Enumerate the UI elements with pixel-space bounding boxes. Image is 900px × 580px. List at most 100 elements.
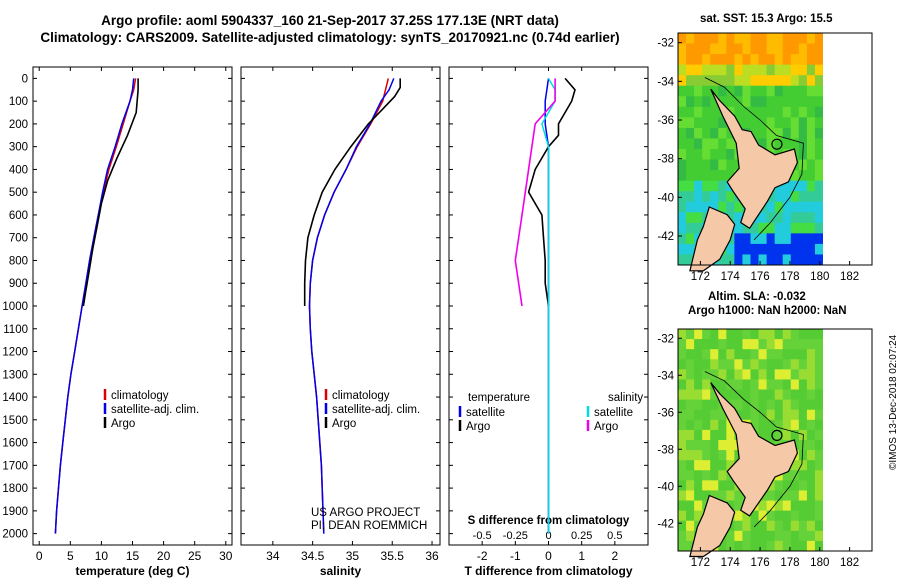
sst-map-cell bbox=[686, 96, 695, 108]
sla-map-cell bbox=[694, 490, 703, 502]
sla-map-cell bbox=[742, 379, 751, 391]
sla-map-cell bbox=[734, 490, 743, 502]
sla-argo-depth-text: Argo h1000: NaN h2000: NaN bbox=[688, 305, 847, 317]
sla-map-cell bbox=[702, 359, 711, 370]
sla-map-cell bbox=[726, 389, 735, 401]
sst-map-cell bbox=[678, 85, 687, 97]
sla-map-cell bbox=[814, 419, 824, 431]
sla-map-cell bbox=[686, 450, 695, 461]
sst-map-cell bbox=[798, 127, 808, 139]
sst-map-cell bbox=[782, 106, 792, 118]
sla-map-cell bbox=[766, 540, 776, 552]
sst-map-cell bbox=[734, 64, 743, 76]
sst-map-cell bbox=[694, 75, 703, 87]
sla-map-cell bbox=[694, 329, 703, 340]
sst-map-cell bbox=[758, 222, 768, 234]
sst-map-cell bbox=[814, 191, 824, 203]
sla-map-cell bbox=[678, 359, 687, 370]
sst-map-cell bbox=[694, 191, 703, 203]
sla-map-cell bbox=[686, 540, 695, 552]
sla-map-cell bbox=[758, 379, 768, 391]
sst-map-cell bbox=[790, 33, 800, 45]
sla-map-cell bbox=[806, 530, 816, 542]
depth-tick-label: 0 bbox=[22, 73, 28, 85]
sst-map-cell bbox=[678, 117, 687, 129]
series-line-salinity-argo bbox=[514, 78, 556, 307]
sst-map-cell bbox=[798, 33, 808, 45]
sst-map-cell bbox=[726, 201, 735, 213]
sla-map-cell bbox=[790, 480, 800, 491]
sst-map-cell bbox=[782, 117, 792, 129]
sst-map-cell bbox=[702, 127, 711, 139]
sst-map-cell bbox=[774, 233, 784, 245]
sst-map-cell bbox=[742, 64, 751, 76]
x-tick-label: 34 bbox=[266, 549, 280, 563]
sla-map-cell bbox=[798, 540, 808, 552]
sst-map-cell bbox=[766, 254, 776, 266]
sst-map-cell bbox=[686, 117, 695, 129]
sla-map-cell bbox=[790, 419, 800, 431]
sst-map-cell bbox=[782, 96, 792, 108]
sla-map-cell bbox=[774, 480, 784, 491]
sla-map-cell bbox=[758, 500, 768, 512]
sst-map-cell bbox=[782, 191, 792, 203]
sla-map-cell bbox=[798, 419, 808, 431]
lon-tick-label: 182 bbox=[840, 557, 859, 569]
sla-map-cell bbox=[782, 359, 792, 370]
salinity-panel-frame bbox=[240, 66, 441, 546]
sla-map-cell bbox=[798, 530, 808, 542]
x-tick-label: 0 bbox=[545, 549, 552, 563]
sla-map-cell bbox=[806, 500, 816, 512]
depth-tick-label: 1000 bbox=[2, 301, 28, 313]
sla-map-cell bbox=[678, 369, 687, 380]
sla-map-cell bbox=[806, 540, 816, 552]
sst-map-cell bbox=[806, 233, 816, 245]
secondary-x-tick-label: -0.25 bbox=[503, 530, 528, 542]
sla-map-cell bbox=[766, 520, 776, 532]
sla-map-cell bbox=[758, 329, 768, 340]
sst-map-cell bbox=[758, 85, 768, 97]
depth-tick-label: 2000 bbox=[2, 529, 28, 541]
sst-map-cell bbox=[814, 222, 824, 234]
sst-map-cell bbox=[774, 138, 784, 150]
sla-map-cell bbox=[718, 429, 727, 441]
depth-tick-label: 1400 bbox=[2, 392, 28, 404]
sst-map-cell bbox=[678, 149, 687, 161]
sst-map-cell bbox=[814, 117, 824, 129]
difference-panel-xlabel: T difference from climatology bbox=[464, 564, 632, 578]
legend-entry: climatology bbox=[332, 390, 390, 402]
sst-map-cell bbox=[814, 201, 824, 213]
sst-map-cell bbox=[774, 222, 784, 234]
sst-map-cell bbox=[758, 96, 768, 108]
sla-map-cell bbox=[782, 329, 792, 340]
sst-map-cell bbox=[702, 191, 711, 203]
sla-map-cell bbox=[814, 470, 824, 481]
sst-map-cell bbox=[790, 254, 800, 266]
sst-map-cell bbox=[694, 54, 703, 66]
sla-map-cell bbox=[814, 399, 824, 411]
sla-map-cell bbox=[790, 460, 800, 471]
sst-map-cell bbox=[726, 64, 735, 76]
sst-map-cell bbox=[734, 254, 743, 266]
lat-tick-label: -36 bbox=[657, 115, 674, 127]
sst-map-cell bbox=[702, 85, 711, 97]
sst-map-cell bbox=[798, 106, 808, 118]
sst-map-cell bbox=[806, 149, 816, 161]
imos-timestamp: ©IMOS 13-Dec-2018 02:07:24 bbox=[888, 334, 899, 470]
sla-map-cell bbox=[710, 419, 719, 431]
sla-map-cell bbox=[702, 339, 711, 350]
sst-map-cell bbox=[726, 159, 735, 171]
sst-map-cell bbox=[806, 254, 816, 266]
sst-map-cell bbox=[702, 149, 711, 161]
sla-map-cell bbox=[782, 490, 792, 502]
sla-map-cell bbox=[814, 379, 824, 391]
secondary-x-tick-label: 0.5 bbox=[607, 530, 622, 542]
sst-map-cell bbox=[686, 106, 695, 118]
sst-map-cell bbox=[750, 85, 760, 97]
sst-map-cell bbox=[678, 233, 687, 245]
sst-map-cell bbox=[718, 33, 727, 45]
sst-map-cell bbox=[686, 85, 695, 97]
sst-map-cell bbox=[726, 127, 735, 139]
sla-map-cell bbox=[742, 520, 751, 532]
sla-map-cell bbox=[718, 490, 727, 502]
